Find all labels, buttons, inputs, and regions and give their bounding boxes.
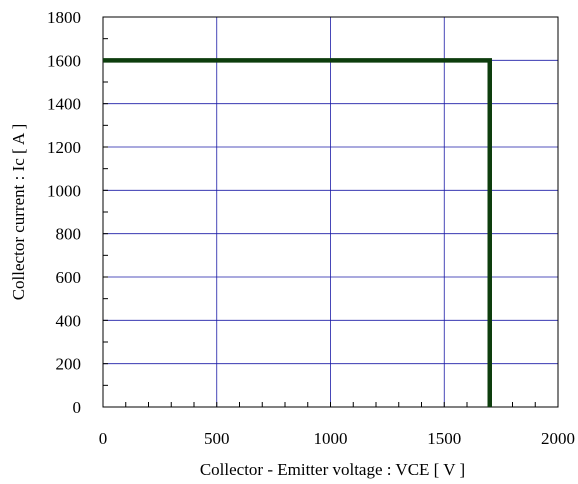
x-tick-label: 1500 <box>427 429 461 448</box>
y-tick-label: 1600 <box>47 51 81 70</box>
x-tick-label: 500 <box>204 429 230 448</box>
series-layer <box>103 58 492 407</box>
series-line-0 <box>103 58 492 407</box>
y-tick-label: 400 <box>56 311 82 330</box>
y-axis-label: Collector current : Ic [ A ] <box>9 124 28 301</box>
y-tick-labels: 0 200 400 600 800 1000 1200 1400 1600 1800 <box>47 8 81 417</box>
y-tick-label: 1400 <box>47 95 81 114</box>
y-tick-label: 800 <box>56 225 82 244</box>
y-tick-label: 200 <box>56 355 82 374</box>
plot-area <box>102 16 559 408</box>
x-tick-label: 2000 <box>541 429 575 448</box>
y-tick-label: 1200 <box>47 138 81 157</box>
x-tick-label: 1000 <box>314 429 348 448</box>
y-tick-label: 0 <box>73 398 82 417</box>
x-axis-label: Collector - Emitter voltage : VCE [ V ] <box>200 460 465 479</box>
y-tick-label: 600 <box>56 268 82 287</box>
y-tick-label: 1000 <box>47 181 81 200</box>
x-tick-labels: 0 500 1000 1500 2000 <box>99 429 575 448</box>
y-tick-label: 1800 <box>47 8 81 27</box>
x-tick-label: 0 <box>99 429 108 448</box>
